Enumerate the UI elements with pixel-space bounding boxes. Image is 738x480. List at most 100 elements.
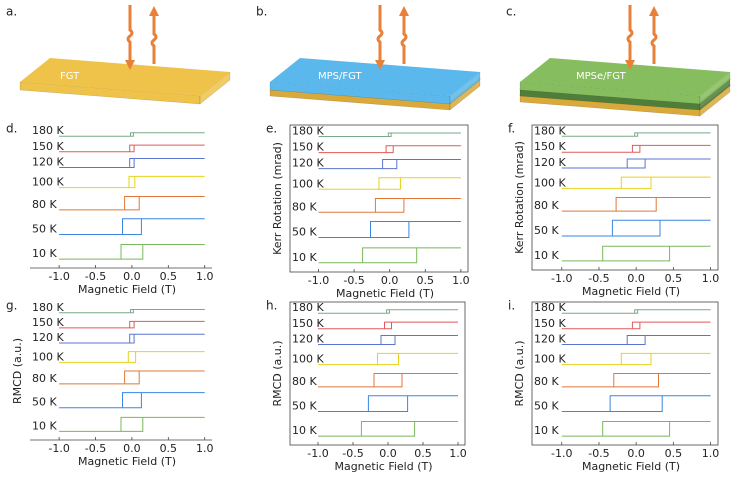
hysteresis-loop: [318, 221, 461, 238]
hysteresis-loop: [318, 335, 458, 345]
slab-top: [270, 58, 480, 96]
slab-label: MPS/FGT: [318, 71, 363, 82]
arrow-up: [650, 14, 658, 64]
hysteresis-loop: [59, 416, 205, 432]
plot-frame: [531, 301, 719, 446]
hysteresis-loop: [59, 309, 205, 314]
arrowhead: [649, 6, 659, 16]
hysteresis-loop: [561, 197, 711, 212]
x-tick-label: -0.5: [588, 272, 609, 285]
x-tick-label: -0.5: [588, 447, 609, 460]
x-axis-label: Magnetic Field (T): [336, 287, 434, 300]
x-tick-label: -0.5: [85, 442, 106, 455]
slab-top: [520, 58, 730, 96]
plot-frame: [531, 124, 719, 271]
panel-label: f.: [508, 122, 515, 136]
temperature-label: 10 K: [32, 247, 57, 260]
temperature-label: 10 K: [534, 424, 559, 437]
hysteresis-loop: [59, 218, 205, 235]
hysteresis-loop: [318, 421, 458, 437]
hysteresis-loop: [561, 144, 711, 153]
temperature-label: 80 K: [292, 375, 317, 388]
temperature-label: 50 K: [534, 399, 559, 412]
temperature-label: 120 K: [32, 331, 64, 344]
x-tick-label: -0.5: [342, 447, 363, 460]
temperature-label: 10 K: [292, 251, 317, 264]
hysteresis-loop: [561, 373, 711, 388]
x-axis-label: Magnetic Field (T): [78, 283, 176, 296]
hysteresis-loop: [318, 132, 461, 137]
hysteresis-loop: [59, 175, 205, 189]
arrowhead: [125, 60, 135, 70]
temperature-label: 150 K: [32, 316, 64, 329]
hysteresis-loop: [318, 247, 461, 264]
temperature-label: 50 K: [32, 222, 57, 235]
hysteresis-loop: [59, 132, 205, 137]
x-axis-label: Magnetic Field (T): [334, 460, 432, 473]
x-tick-label: 1.0: [702, 447, 720, 460]
x-tick-label: -1.0: [308, 274, 329, 287]
temperature-label: 50 K: [534, 224, 559, 237]
x-tick-label: -0.5: [85, 270, 106, 283]
temperature-label: 180 K: [292, 124, 324, 137]
x-tick-label: 0.0: [627, 272, 645, 285]
panel-label: a.: [6, 5, 17, 19]
hysteresis-loop: [318, 309, 458, 314]
slab-label: FGT: [60, 71, 80, 82]
plot-frame: [289, 124, 469, 273]
hysteresis-loop: [59, 244, 205, 260]
hysteresis-loop: [59, 370, 205, 385]
temperature-label: 180 K: [534, 301, 566, 314]
hysteresis-loop: [561, 352, 711, 366]
temperature-label: 100 K: [32, 176, 64, 189]
hysteresis-loop: [318, 177, 461, 190]
x-tick-label: 0.5: [160, 270, 178, 283]
temperature-label: 100 K: [292, 353, 324, 366]
hysteresis-loop: [59, 196, 205, 211]
arrow-down: [376, 5, 384, 62]
arrow-down: [126, 5, 134, 62]
x-axis-label: Magnetic Field (T): [78, 455, 176, 468]
x-tick-label: 1.0: [452, 274, 470, 287]
x-tick-label: 0.0: [123, 442, 141, 455]
temperature-label: 180 K: [292, 301, 324, 314]
x-tick-label: 0.0: [379, 447, 397, 460]
temperature-label: 50 K: [292, 226, 317, 239]
hysteresis-loop: [318, 321, 458, 330]
temperature-label: 80 K: [32, 372, 57, 385]
x-tick-label: -1.0: [48, 442, 69, 455]
y-axis-label: Kerr Rotation (mrad): [513, 141, 526, 254]
temperature-label: 120 K: [534, 332, 566, 345]
arrow-up: [150, 14, 158, 64]
temperature-label: 180 K: [32, 301, 64, 314]
hysteresis-loop: [561, 335, 711, 345]
hysteresis-loop: [561, 132, 711, 137]
temperature-label: 80 K: [32, 198, 57, 211]
temperature-label: 120 K: [32, 155, 64, 168]
temperature-label: 50 K: [292, 399, 317, 412]
temperature-label: 120 K: [534, 156, 566, 169]
panel-label: c.: [506, 5, 516, 19]
temperature-label: 150 K: [292, 317, 324, 330]
hysteresis-loop: [561, 321, 711, 330]
x-tick-label: 0.5: [665, 272, 683, 285]
hysteresis-loop: [561, 395, 711, 412]
x-tick-label: -1.0: [48, 270, 69, 283]
temperature-label: 100 K: [534, 353, 566, 366]
panel-label: b.: [256, 5, 267, 19]
temperature-label: 150 K: [534, 140, 566, 153]
temperature-label: 10 K: [32, 419, 57, 432]
x-tick-label: 1.0: [702, 272, 720, 285]
temperature-label: 80 K: [534, 375, 559, 388]
temperature-label: 100 K: [292, 177, 324, 190]
panel-label: d.: [6, 122, 17, 136]
hysteresis-loop: [318, 373, 458, 388]
x-tick-label: 0.0: [627, 447, 645, 460]
arrowhead: [149, 6, 159, 16]
x-tick-label: -0.5: [343, 274, 364, 287]
y-axis-label: RMCD (a.u.): [513, 340, 526, 406]
arrowhead: [399, 6, 409, 16]
hysteresis-loop: [318, 395, 458, 412]
panel-label: h.: [266, 299, 277, 313]
